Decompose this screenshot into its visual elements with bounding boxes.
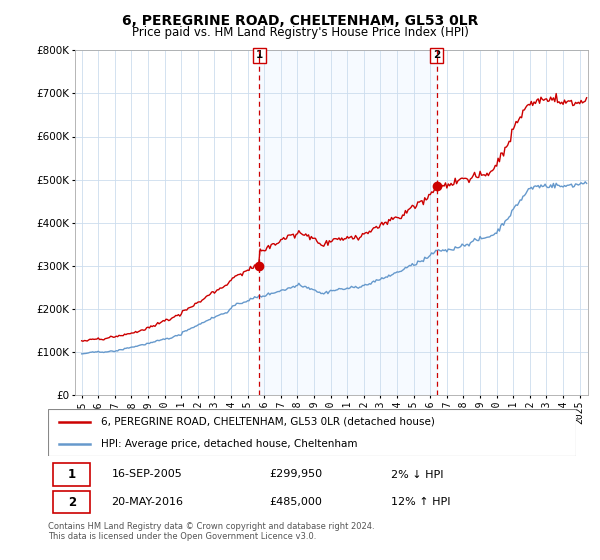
Text: 12% ↑ HPI: 12% ↑ HPI bbox=[391, 497, 451, 507]
Text: 2% ↓ HPI: 2% ↓ HPI bbox=[391, 469, 444, 479]
Text: Price paid vs. HM Land Registry's House Price Index (HPI): Price paid vs. HM Land Registry's House … bbox=[131, 26, 469, 39]
Text: 6, PEREGRINE ROAD, CHELTENHAM, GL53 0LR (detached house): 6, PEREGRINE ROAD, CHELTENHAM, GL53 0LR … bbox=[101, 417, 434, 427]
Text: 2: 2 bbox=[433, 50, 440, 60]
Text: 6, PEREGRINE ROAD, CHELTENHAM, GL53 0LR: 6, PEREGRINE ROAD, CHELTENHAM, GL53 0LR bbox=[122, 14, 478, 28]
Text: 16-SEP-2005: 16-SEP-2005 bbox=[112, 469, 182, 479]
Text: £299,950: £299,950 bbox=[270, 469, 323, 479]
FancyBboxPatch shape bbox=[53, 463, 90, 486]
Bar bbox=[259, 50, 437, 395]
Text: 1: 1 bbox=[256, 50, 263, 60]
Text: 1: 1 bbox=[68, 468, 76, 481]
Text: 2: 2 bbox=[68, 496, 76, 508]
Text: Contains HM Land Registry data © Crown copyright and database right 2024.
This d: Contains HM Land Registry data © Crown c… bbox=[48, 522, 374, 542]
FancyBboxPatch shape bbox=[53, 491, 90, 514]
Text: HPI: Average price, detached house, Cheltenham: HPI: Average price, detached house, Chel… bbox=[101, 438, 358, 449]
Text: 20-MAY-2016: 20-MAY-2016 bbox=[112, 497, 184, 507]
Text: £485,000: £485,000 bbox=[270, 497, 323, 507]
